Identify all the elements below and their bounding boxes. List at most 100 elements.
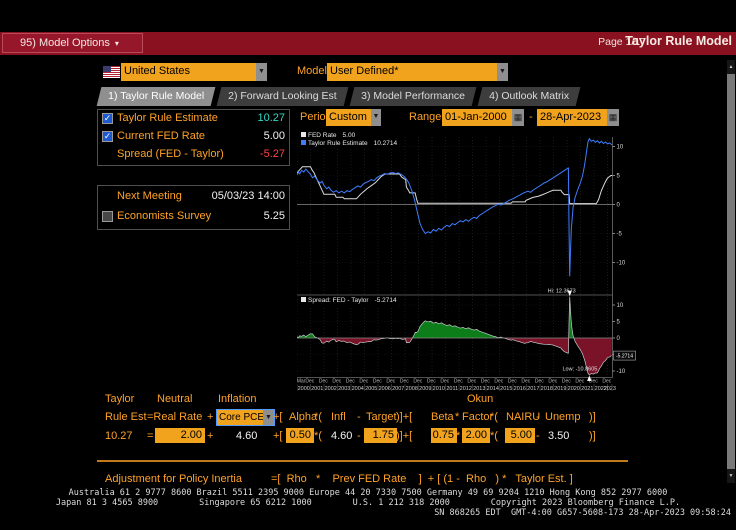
infl-value: 4.60 [331, 430, 353, 442]
model-options-label: 95) Model Options [20, 37, 110, 49]
tab-outlook-matrix[interactable]: 4) Outlook Matrix [477, 87, 580, 106]
target-input[interactable]: 1.75 [364, 428, 397, 443]
taylor-estimate-checkbox[interactable]: ✓ [102, 113, 113, 124]
scrollbar-down-button[interactable]: ▼ [727, 469, 735, 483]
svg-text:Low: -10.8605: Low: -10.8605 [562, 367, 597, 373]
unemp-value: 3.50 [548, 430, 570, 442]
svg-text:5: 5 [617, 174, 621, 180]
range-start-input[interactable]: 01-Jan-2000 [442, 109, 512, 126]
svg-text:Dec: Dec [508, 379, 517, 385]
footer-phones-2: Japan 81 3 4565 8900 Singapore 65 6212 1… [55, 498, 681, 508]
real-rate-input[interactable]: 2.00 [155, 428, 205, 443]
check-icon: ✓ [103, 113, 112, 123]
legend-spread: Spread: FED - Taylor -5.2714 [301, 297, 397, 305]
economists-survey-row: Economists Survey 5.25 [98, 209, 289, 225]
period-select-arrow[interactable]: ▼ [371, 109, 381, 126]
policy-inertia-label: Adjustment for Policy Inertia [105, 473, 242, 485]
legend-fed-rate: FED Rate 5.00 [301, 132, 397, 140]
model-options-button[interactable]: 95) Model Options ▾ [2, 33, 143, 53]
fed-rate-checkbox[interactable]: ✓ [102, 131, 113, 142]
spread-row: Spread (FED - Taylor) -5.27 [98, 147, 289, 163]
svg-text:Dec: Dec [373, 379, 382, 385]
svg-text:Dec: Dec [319, 379, 328, 385]
legend-taylor-estimate: Taylor Rule Estimate 10.2714 [301, 140, 397, 148]
alpha-input[interactable]: 0.50 [286, 428, 314, 443]
formula-minus-2: - [536, 411, 540, 423]
chart-legend-top: FED Rate 5.00 Taylor Rule Estimate 10.2714 [299, 131, 400, 149]
footer-phones-1: Australia 61 2 9777 8600 Brazil 5511 239… [68, 488, 668, 498]
svg-text:Dec: Dec [494, 379, 503, 385]
svg-text:Mar: Mar [297, 379, 306, 385]
formula-plus-2: + [207, 430, 214, 442]
formula-rule-est: Rule Est [105, 411, 147, 423]
svg-text:Dec: Dec [440, 379, 449, 385]
beta-input[interactable]: 0.75 [431, 428, 457, 443]
fed-rate-row: ✓ Current FED Rate 5.00 [98, 129, 289, 145]
scroll-down-icon: ▼ [728, 473, 734, 479]
model-select-value: User Defined* [330, 65, 399, 77]
svg-text:2011: 2011 [446, 386, 458, 392]
svg-text:Dec: Dec [454, 379, 463, 385]
arrow-down-icon: ▼ [499, 68, 506, 75]
tab-model-performance[interactable]: 3) Model Performance [349, 87, 476, 106]
formula-header-okun: Okun [467, 393, 494, 405]
model-select-arrow[interactable]: ▼ [497, 63, 508, 81]
formula-equals: = [147, 430, 154, 442]
formula-open-alpha: +[ [273, 411, 283, 423]
inflation-measure-select[interactable]: Core PCE ▼ [216, 409, 275, 426]
svg-text:Dec: Dec [535, 379, 544, 385]
scrollbar[interactable]: ▲ ▼ [727, 60, 735, 483]
svg-text:2012: 2012 [460, 386, 472, 392]
range-end-input[interactable]: 28-Apr-2023 [537, 109, 607, 126]
formula-header-neutral: Neutral [157, 393, 193, 405]
formula-header-inflation: Inflation [218, 393, 257, 405]
svg-text:0: 0 [617, 336, 621, 342]
meeting-panel: Next Meeting 05/03/23 14:00 Economists S… [97, 185, 290, 230]
scrollbar-up-button[interactable]: ▲ [727, 60, 735, 74]
range-label: Range [409, 111, 442, 123]
svg-text:Dec: Dec [359, 379, 368, 385]
economists-survey-label: Economists Survey [117, 210, 212, 222]
model-select[interactable]: User Defined* [327, 63, 497, 81]
svg-text:2003: 2003 [338, 386, 350, 392]
okun-factor-input[interactable]: 2.00 [462, 428, 490, 443]
next-meeting-label: Next Meeting [117, 190, 182, 202]
formula-factor-label: Factor [462, 411, 494, 423]
period-label: Period [300, 111, 332, 123]
svg-text:Dec: Dec [413, 379, 422, 385]
formula-open-alpha-2: +[ [273, 430, 283, 442]
calendar-icon: ▦ [513, 112, 523, 122]
formula-real-rate: =Real Rate [147, 411, 203, 423]
formula-target-label: Target [366, 411, 397, 423]
taylor-rule-chart[interactable]: 1050-5-101050-5-10MarDecDecDecDecDecDecD… [297, 130, 636, 392]
svg-text:2010: 2010 [433, 386, 445, 392]
svg-text:2007: 2007 [392, 386, 404, 392]
formula-times-open-4: *( [490, 430, 498, 442]
inflation-value: 4.60 [236, 430, 258, 442]
svg-text:2022: 2022 [595, 386, 607, 392]
period-select[interactable]: Custom [326, 109, 371, 126]
svg-text:Dec: Dec [467, 379, 476, 385]
economists-survey-checkbox[interactable] [102, 211, 113, 222]
formula-infl-label: Infl [331, 411, 346, 423]
taylor-estimate-value: 10.27 [257, 112, 285, 124]
tab-taylor-rule-model[interactable]: 1) Taylor Rule Model [96, 87, 216, 106]
taylor-estimate-label: Taylor Rule Estimate [117, 112, 218, 124]
svg-text:2023: 2023 [604, 386, 616, 392]
formula-close-open-beta: )]+[ [396, 411, 413, 423]
taylor-estimate-row: ✓ Taylor Rule Estimate 10.27 [98, 111, 289, 127]
country-select[interactable]: United States [121, 63, 256, 81]
nairu-input[interactable]: 5.00 [505, 428, 535, 443]
fed-rate-swatch [301, 132, 306, 137]
terminal-footer: Australia 61 2 9777 8600 Brazil 5511 239… [0, 487, 736, 530]
svg-text:Dec: Dec [400, 379, 409, 385]
tab-forward-looking-est[interactable]: 2) Forward Looking Est [216, 87, 349, 106]
range-start-calendar-button[interactable]: ▦ [512, 109, 524, 126]
next-meeting-value: 05/03/23 14:00 [211, 190, 285, 202]
svg-text:2002: 2002 [325, 386, 337, 392]
country-select-arrow[interactable]: ▼ [256, 63, 267, 81]
estimates-panel: ✓ Taylor Rule Estimate 10.27 ✓ Current F… [97, 109, 290, 166]
svg-text:-5.2714: -5.2714 [616, 354, 633, 360]
range-end-calendar-button[interactable]: ▦ [607, 109, 619, 126]
taylor-estimate-swatch [301, 140, 306, 145]
